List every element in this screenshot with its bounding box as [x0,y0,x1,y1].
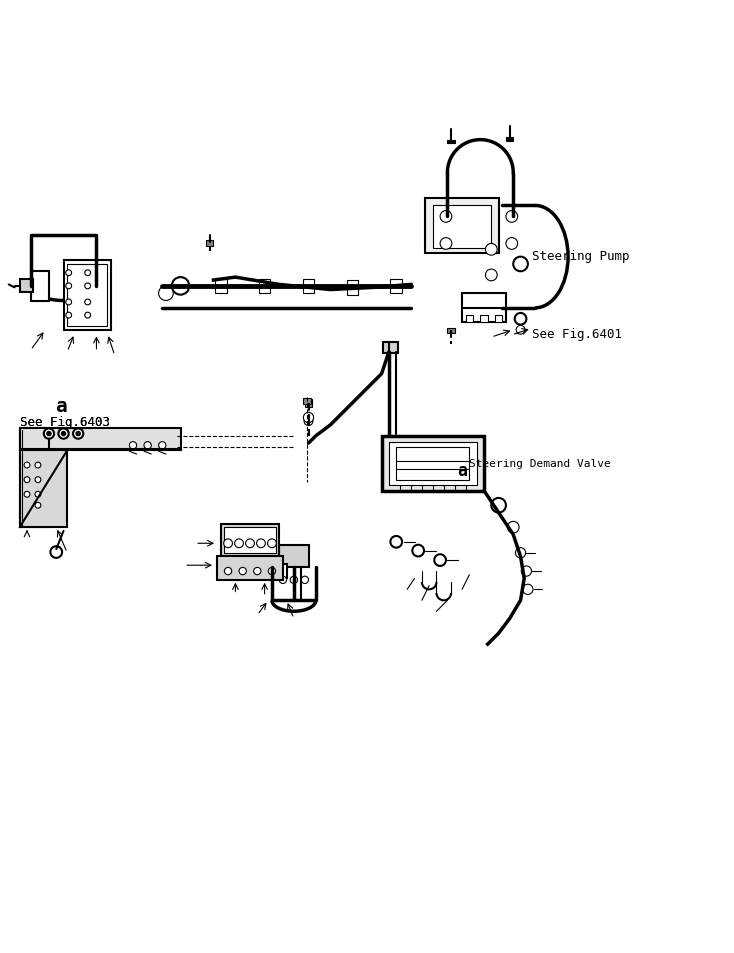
Circle shape [515,314,526,325]
Circle shape [35,477,41,483]
Bar [20,429,181,451]
Circle shape [84,313,90,318]
Text: See Fig.6401: See Fig.6401 [531,328,622,340]
Bar [64,261,111,331]
Bar [480,315,487,323]
Circle shape [73,429,83,439]
Circle shape [507,522,519,534]
Circle shape [268,539,276,548]
Bar [433,206,491,249]
Circle shape [47,432,51,436]
Circle shape [440,238,452,250]
Circle shape [523,584,533,595]
Text: a: a [457,461,467,479]
Circle shape [35,462,41,469]
Circle shape [515,548,526,558]
Bar [389,442,476,485]
Text: See Fig.6403: See Fig.6403 [20,416,109,428]
Circle shape [303,413,313,423]
Circle shape [435,555,446,566]
Circle shape [413,545,424,557]
Circle shape [290,577,297,584]
Bar [462,294,506,323]
Circle shape [66,313,72,318]
Circle shape [84,271,90,276]
Bar [390,279,402,294]
Circle shape [51,547,62,558]
Bar [495,315,502,323]
Circle shape [76,432,80,436]
Circle shape [279,577,286,584]
Text: a: a [56,396,68,416]
Polygon shape [20,451,68,528]
Bar [302,279,314,294]
Circle shape [513,257,528,272]
Circle shape [301,577,308,584]
Circle shape [24,462,30,469]
Circle shape [257,539,266,548]
Circle shape [521,566,531,577]
Bar [215,279,227,294]
Bar [206,240,214,247]
Circle shape [485,244,497,256]
Circle shape [159,442,166,450]
Circle shape [159,287,173,301]
Circle shape [254,568,261,575]
Text: See Fig.6403: See Fig.6403 [20,416,109,428]
Circle shape [24,477,30,483]
Circle shape [35,503,41,509]
Circle shape [62,432,66,436]
Circle shape [225,568,232,575]
Bar [217,557,283,580]
Bar [258,564,286,578]
Bar [346,281,358,295]
Bar [221,524,279,557]
Bar [302,399,311,405]
Circle shape [246,539,255,548]
Circle shape [516,326,525,335]
Text: Steering Pump: Steering Pump [531,250,629,262]
Circle shape [485,270,497,281]
Circle shape [35,492,41,497]
Bar [383,343,398,354]
Bar [506,138,513,142]
Bar [279,546,308,568]
Circle shape [224,539,233,548]
Bar [20,429,49,528]
Bar [305,415,312,422]
Circle shape [144,442,151,450]
Bar [225,528,275,553]
Circle shape [129,442,137,450]
Bar [396,447,469,480]
Circle shape [66,271,72,276]
Circle shape [24,492,30,497]
Text: Steering Demand Valve: Steering Demand Valve [469,458,611,468]
Circle shape [269,568,275,575]
Circle shape [506,212,517,223]
Circle shape [390,537,402,548]
Circle shape [235,539,244,548]
Circle shape [491,498,506,513]
Bar [448,328,455,335]
Circle shape [59,429,69,439]
Bar [448,140,455,144]
Bar [426,199,498,253]
Circle shape [239,568,247,575]
Bar [68,265,107,327]
Bar [259,279,270,294]
Circle shape [84,300,90,306]
Bar [382,436,484,491]
Circle shape [304,417,313,426]
Bar [20,279,33,293]
Circle shape [66,284,72,290]
Circle shape [172,278,189,295]
Circle shape [84,284,90,290]
Circle shape [66,300,72,306]
Bar [31,272,49,301]
Bar [465,315,473,323]
Circle shape [440,212,452,223]
Circle shape [506,238,517,250]
Bar [305,400,312,407]
Circle shape [44,429,54,439]
